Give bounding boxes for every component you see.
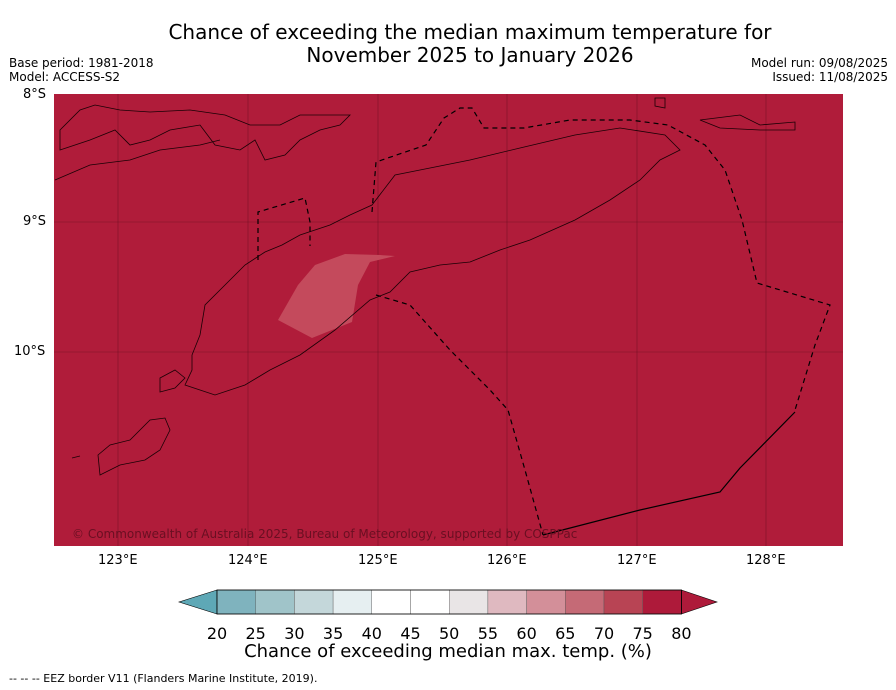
colorbar bbox=[178, 589, 718, 615]
colorbar-tick-label: 35 bbox=[322, 624, 344, 643]
colorbar-segment bbox=[294, 589, 334, 615]
lat-tick-10s: 10°S bbox=[14, 344, 46, 359]
colorbar-tick-label: 45 bbox=[400, 624, 421, 643]
colorbar-segment bbox=[216, 589, 256, 615]
model-run: Model run: 09/08/2025 bbox=[750, 56, 888, 70]
colorbar-tick-label: 50 bbox=[439, 624, 460, 643]
lon-tick-124e: 124°E bbox=[228, 553, 268, 568]
colorbar-tick-label: 30 bbox=[284, 624, 305, 643]
colorbar-tick-label: 20 bbox=[206, 624, 228, 643]
lon-tick-125e: 125°E bbox=[358, 553, 398, 568]
lat-tick-8s: 8°S bbox=[23, 87, 47, 102]
colorbar-tick-label: 80 bbox=[671, 624, 692, 643]
colorbar-segment bbox=[332, 589, 373, 615]
coastlines bbox=[54, 97, 796, 476]
colorbar-tick-label: 25 bbox=[245, 624, 266, 643]
probability-region-75 bbox=[278, 254, 395, 338]
base-period: Base period: 1981-2018 bbox=[9, 56, 154, 70]
issued-date: Issued: 11/08/2025 bbox=[772, 70, 888, 84]
colorbar-outline bbox=[216, 589, 682, 615]
map-title-line1: Chance of exceeding the median maximum t… bbox=[168, 20, 772, 44]
map-title-line2: November 2025 to January 2026 bbox=[306, 43, 634, 67]
colorbar-segment bbox=[565, 589, 605, 615]
colorbar-tick-label: 55 bbox=[477, 624, 499, 643]
colorbar-segment bbox=[487, 589, 527, 615]
lon-tick-123e: 123°E bbox=[98, 553, 138, 568]
colorbar-extend-high bbox=[681, 589, 718, 615]
colorbar-tick-label: 40 bbox=[361, 624, 382, 643]
colorbar-tick-label: 70 bbox=[593, 624, 615, 643]
colorbar-segment bbox=[371, 589, 411, 615]
colorbar-tick-label: 60 bbox=[516, 624, 537, 643]
colorbar-segment bbox=[449, 589, 489, 615]
map-area bbox=[54, 94, 843, 546]
model-name: Model: ACCESS-S2 bbox=[9, 70, 121, 84]
lon-tick-126e: 126°E bbox=[487, 553, 527, 568]
colorbar-segment bbox=[526, 589, 566, 615]
colorbar-segment bbox=[642, 589, 682, 615]
gridlines bbox=[54, 94, 843, 546]
copyright-notice: © Commonwealth of Australia 2025, Bureau… bbox=[72, 527, 578, 541]
colorbar-title: Chance of exceeding median max. temp. (%… bbox=[244, 641, 652, 662]
colorbar-tick-label: 75 bbox=[632, 624, 653, 643]
colorbar-segment bbox=[255, 589, 295, 615]
lon-tick-127e: 127°E bbox=[617, 553, 657, 568]
lat-tick-9s: 9°S bbox=[23, 214, 47, 229]
eez-border-solid bbox=[542, 411, 796, 536]
colorbar-tick-label: 65 bbox=[555, 624, 576, 643]
colorbar-segment bbox=[410, 589, 450, 615]
eez-footer-note: -- -- -- EEZ border V11 (Flanders Marine… bbox=[9, 672, 318, 685]
colorbar-extend-low bbox=[178, 589, 218, 615]
eez-border bbox=[257, 107, 831, 536]
lon-tick-128e: 128°E bbox=[746, 553, 786, 568]
colorbar-segment bbox=[603, 589, 643, 615]
